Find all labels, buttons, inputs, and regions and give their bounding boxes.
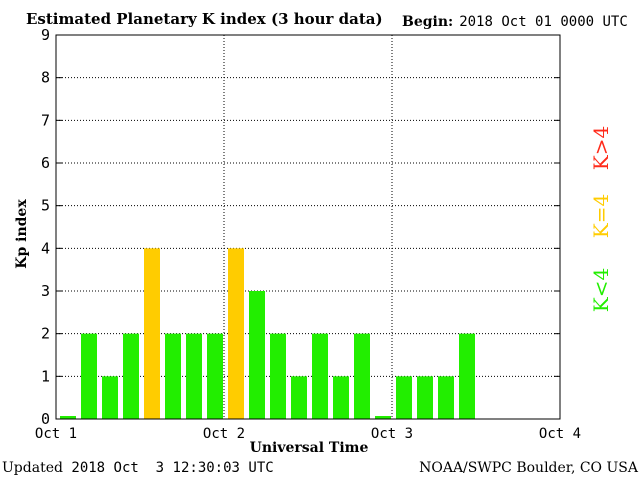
y-tick-label: 6 (41, 154, 50, 172)
updated-value: 2018 Oct 3 12:30:03 UTC (71, 460, 274, 476)
plot-frame (55, 34, 561, 420)
x-tick-label: Oct 4 (539, 426, 581, 442)
kp-bar (438, 376, 454, 419)
y-tick-label: 8 (41, 69, 50, 87)
y-tick-label: 2 (41, 325, 50, 343)
kp-bar (144, 248, 160, 419)
kp-bar (102, 376, 118, 419)
kp-bar (417, 376, 433, 419)
legend-low: K<4 (589, 267, 613, 313)
kp-bar (228, 248, 244, 419)
data-source: NOAA/SWPC Boulder, CO USA (419, 460, 638, 476)
x-tick-label: Oct 1 (35, 426, 77, 442)
kp-bar (312, 333, 328, 419)
kp-bar (81, 333, 97, 419)
kp-bar (270, 333, 286, 419)
updated-timestamp: Updated 2018 Oct 3 12:30:03 UTC (2, 460, 274, 476)
y-tick-label: 5 (41, 197, 50, 215)
y-tick-label: 4 (41, 239, 50, 257)
kp-bar (333, 376, 349, 419)
kp-bar (186, 333, 202, 419)
y-tick-label: 1 (41, 367, 50, 385)
kp-bar (207, 333, 223, 419)
begin-value: 2018 Oct 01 0000 UTC (459, 14, 628, 30)
x-tick-label: Oct 2 (203, 426, 245, 442)
updated-label: Updated (2, 460, 63, 476)
x-axis-label: Universal Time (249, 440, 369, 456)
kp-bar (60, 416, 76, 419)
y-axis-label: Kp index (14, 199, 30, 269)
kp-bar (291, 376, 307, 419)
y-tick-label: 3 (41, 282, 50, 300)
kp-bar (123, 333, 139, 419)
kp-bar (396, 376, 412, 419)
x-tick-label: Oct 3 (371, 426, 413, 442)
kp-bar (375, 416, 391, 419)
kp-bar (165, 333, 181, 419)
begin-label: Begin: (402, 14, 454, 30)
y-tick-label: 7 (41, 111, 50, 129)
kp-bar (459, 333, 475, 419)
kp-bar (354, 333, 370, 419)
y-tick-label: 0 (41, 410, 50, 428)
kp-bar (249, 291, 265, 419)
begin-time: Begin: 2018 Oct 01 0000 UTC (402, 14, 628, 30)
y-tick-label: 9 (41, 26, 50, 44)
chart-title: Estimated Planetary K index (3 hour data… (26, 10, 383, 28)
